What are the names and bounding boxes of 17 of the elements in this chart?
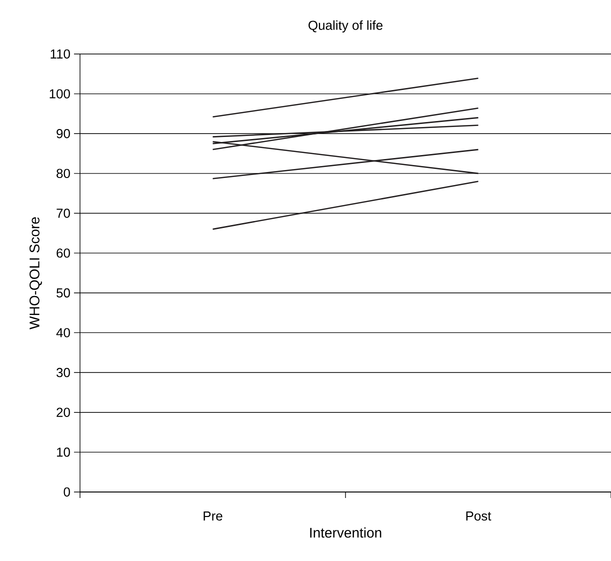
x-axis-title: Intervention [310,527,382,538]
y-tick-label: 70 [56,208,70,218]
y-tick-label: 60 [56,248,70,258]
y-tick-label: 80 [56,168,70,178]
y-tick-label: 50 [56,288,70,298]
y-tick-label: 0 [64,487,70,497]
x-tick-label: Post [466,512,492,521]
y-tick-label: 10 [57,448,70,457]
y-tick-label: 90 [56,129,70,138]
x-tick-label: Pre [204,512,222,521]
y-tick-label: 40 [56,328,70,338]
y-axis-title: WHO-QOLI Score [30,217,42,330]
chart-title: Quality of life [308,20,382,32]
y-tick-label: 20 [56,408,70,417]
y-tick-label: 30 [56,368,70,378]
y-tick-label: 110 [50,49,70,59]
y-tick-label: 100 [50,89,70,98]
